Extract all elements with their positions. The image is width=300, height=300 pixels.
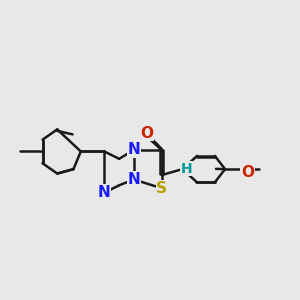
Text: N: N bbox=[128, 142, 140, 158]
Text: O: O bbox=[141, 126, 154, 141]
Text: S: S bbox=[156, 181, 167, 196]
Text: N: N bbox=[128, 172, 140, 187]
Text: N: N bbox=[98, 185, 111, 200]
Text: O: O bbox=[241, 165, 254, 180]
Text: H: H bbox=[181, 161, 193, 176]
